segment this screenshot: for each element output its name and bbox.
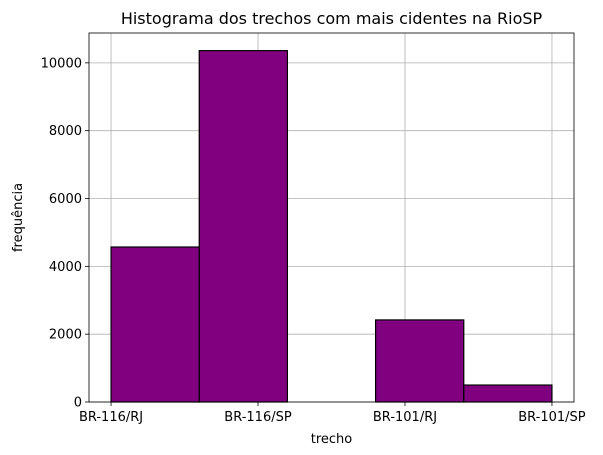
histogram-bar (110, 246, 200, 403)
x-tick-label: BR-101/RJ (373, 410, 437, 425)
histogram-bar (374, 319, 465, 403)
histogram-bar (463, 384, 553, 403)
histogram-bar (198, 50, 289, 403)
bars (110, 50, 553, 403)
y-tick-label: 0 (74, 396, 82, 411)
x-tick-label: BR-101/SP (518, 410, 586, 425)
y-tick-label: 8000 (49, 124, 82, 139)
y-tick-label: 6000 (49, 192, 82, 207)
y-tick-label: 2000 (49, 328, 82, 343)
x-tick-label: BR-116/RJ (79, 410, 143, 425)
y-axis-label: frequência (11, 183, 26, 252)
x-axis-label: trecho (311, 432, 353, 447)
y-tick-label: 4000 (49, 260, 82, 275)
y-tick-label: 10000 (41, 56, 82, 71)
plot-frame (88, 32, 575, 403)
chart-title: Histograma dos trechos com mais cidentes… (121, 9, 543, 28)
x-tick-label: BR-116/SP (224, 410, 292, 425)
ticks: BR-116/RJ BR-116/SP BR-101/RJ BR-101/SP 0 200… (41, 56, 586, 425)
